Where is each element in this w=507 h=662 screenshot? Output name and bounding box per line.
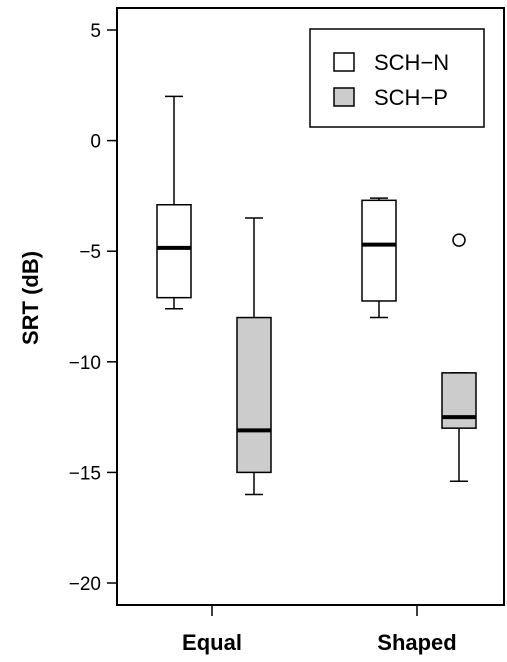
y-tick-label: −15 <box>69 463 101 484</box>
iqr-box <box>361 199 397 302</box>
y-tick-label: 0 <box>90 132 101 153</box>
legend: SCH−N SCH−P <box>309 28 485 128</box>
iqr-box <box>236 316 272 474</box>
x-axis: Equal Shaped <box>182 605 457 655</box>
legend-swatch-sch-p <box>333 87 355 107</box>
y-tick-label: −10 <box>69 353 101 374</box>
y-axis-label: SRT (dB) <box>18 251 43 345</box>
iqr-box <box>156 203 192 299</box>
legend-swatch-sch-n <box>333 52 355 72</box>
y-axis: 5 0 −5 −10 −15 −20 <box>69 21 117 595</box>
y-tick-label: −5 <box>79 242 101 263</box>
legend-label-sch-n: SCH−N <box>374 50 449 75</box>
outlier-point <box>452 233 466 247</box>
plot-frame <box>116 7 505 606</box>
x-category-label: Shaped <box>377 630 456 655</box>
legend-label-sch-p: SCH−P <box>374 85 448 110</box>
y-tick-label: −20 <box>69 574 101 595</box>
legend-frame <box>309 28 485 128</box>
iqr-box <box>441 372 477 429</box>
box-series-group <box>156 95 477 496</box>
x-category-label: Equal <box>182 630 242 655</box>
y-tick-label: 5 <box>90 21 101 42</box>
